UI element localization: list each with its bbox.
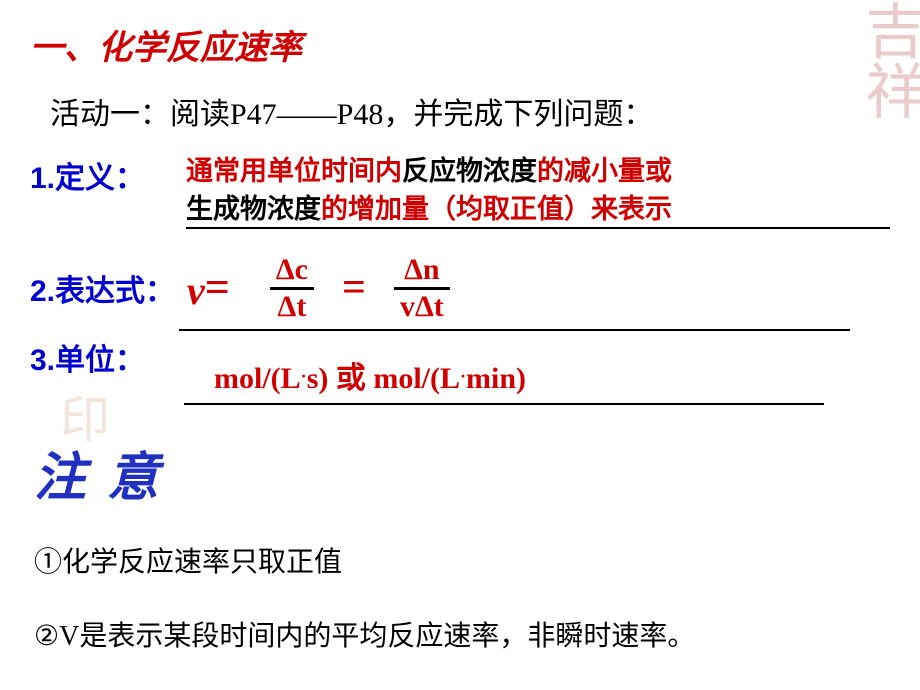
frac1-num: Δc <box>270 253 314 287</box>
definition-body: 通常用单位时间内反应物浓度的减小量或 生成物浓度的增加量（均取正值）来表示 <box>186 153 890 229</box>
def-text-2a: 生成物浓度 <box>186 194 321 224</box>
note-header: 注 意 <box>34 435 890 510</box>
section-title: 一、化学反应速率 <box>30 20 890 69</box>
unit-or: 或 <box>336 362 366 395</box>
definition-row: 1.定义： 通常用单位时间内反应物浓度的减小量或 生成物浓度的增加量（均取正值）… <box>30 153 890 229</box>
definition-label: 1.定义： <box>30 153 180 197</box>
frac2-num: Δn <box>398 253 446 287</box>
expression-underline <box>179 329 850 331</box>
frac1-den: Δt <box>272 290 313 324</box>
unit-row: 3.单位： mol/(L·s) 或 mol/(L·min) <box>30 335 890 405</box>
slide-content: 一、化学反应速率 活动一：阅读P47——P48，并完成下列问题： 1.定义： 通… <box>0 0 920 654</box>
unit-body: mol/(L·s) 或 mol/(L·min) <box>184 335 890 405</box>
fraction-1: Δc Δt <box>270 253 314 324</box>
unit-underline <box>184 403 824 405</box>
unit-b: s) <box>307 362 336 395</box>
expr-eq2: = <box>342 264 366 312</box>
unit-c: mol/(L <box>366 362 460 395</box>
def-text-1a: 通常用单位时间内 <box>186 156 402 186</box>
activity-prompt: 活动一：阅读P47——P48，并完成下列问题： <box>50 89 890 133</box>
expression-label: 2.表达式： <box>30 266 175 310</box>
note-2: ②V是表示某段时间内的平均反应速率，非瞬时速率。 <box>34 614 890 654</box>
frac2-den: vΔt <box>394 290 450 324</box>
def-text-1c: 的减小量或 <box>537 156 672 186</box>
def-text-2b: 的增加量（均取正值）来表示 <box>321 194 672 224</box>
expr-eq1: = <box>205 263 230 312</box>
note-1: ①化学反应速率只取正值 <box>34 540 890 580</box>
unit-label: 3.单位： <box>30 335 180 379</box>
fraction-2: Δn vΔt <box>394 253 450 324</box>
expression-body: v= Δc Δt = Δn vΔt <box>179 247 890 329</box>
unit-d: min) <box>466 362 526 395</box>
def-text-1b: 反应物浓度 <box>402 156 537 186</box>
expression-row: 2.表达式： v= Δc Δt = Δn vΔt <box>30 247 890 329</box>
unit-a: mol/(L <box>214 362 301 395</box>
expr-v: v <box>187 268 205 313</box>
